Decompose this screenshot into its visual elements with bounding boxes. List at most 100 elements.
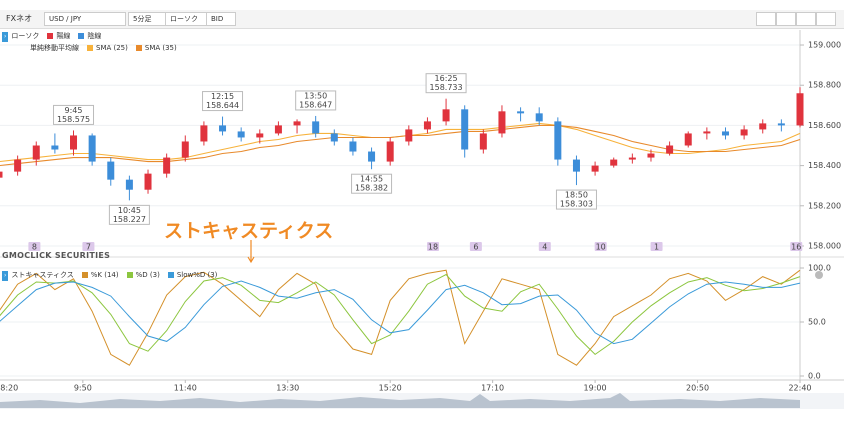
candle-body xyxy=(535,113,543,122)
candle-body xyxy=(32,145,40,160)
candle-body xyxy=(423,121,431,130)
legend-swatch xyxy=(78,33,85,39)
legend-title: 単純移動平均線 xyxy=(30,44,79,52)
legend-entry: %D (3) xyxy=(135,271,160,279)
candle-body xyxy=(330,133,338,142)
candle-body xyxy=(51,145,59,150)
callout-price: 158.382 xyxy=(355,184,388,193)
candle-body xyxy=(70,135,78,150)
tool-button[interactable] xyxy=(816,12,836,26)
candle-body xyxy=(368,151,376,162)
candle-body xyxy=(647,153,655,158)
event-label: 8 xyxy=(32,243,37,252)
candle-body xyxy=(461,109,469,150)
candle-body xyxy=(0,171,3,178)
y-tick-label: 158.600 xyxy=(808,121,841,130)
candle-body xyxy=(200,125,208,142)
candle-body xyxy=(144,173,152,190)
candle-body xyxy=(349,141,357,152)
legend-entry: Slow%D (3) xyxy=(176,271,218,279)
legend-entry: 陰線 xyxy=(87,32,102,40)
event-marker xyxy=(427,242,440,251)
candle-body xyxy=(591,165,599,172)
legend-entry: 陽線 xyxy=(56,32,71,40)
candle-body xyxy=(293,121,301,126)
legend-title: ストキャスティクス xyxy=(11,271,74,279)
candle-body xyxy=(88,135,96,162)
candle-body xyxy=(517,111,525,114)
candle-body xyxy=(312,121,320,134)
candle-legend: › ローソク 陽線 陰線 xyxy=(2,32,102,42)
candle-body xyxy=(498,111,506,134)
interval-select[interactable]: 5分足 xyxy=(128,12,166,26)
price-callout xyxy=(108,204,150,225)
callout-price: 158.575 xyxy=(57,115,90,124)
callout-time: 9:45 xyxy=(65,106,83,115)
event-label: 18 xyxy=(428,243,438,252)
legend-swatch xyxy=(135,45,142,51)
event-label: 16 xyxy=(791,243,801,252)
chart-kind-select[interactable]: ローソク xyxy=(165,12,207,26)
candle-body xyxy=(237,131,245,138)
candle-body xyxy=(274,125,282,134)
event-marker xyxy=(790,242,803,251)
side-select[interactable]: BID xyxy=(206,12,236,26)
callout-price: 158.303 xyxy=(560,200,593,209)
product-label: FXネオ xyxy=(6,14,33,23)
y-tick-label: 159.000 xyxy=(808,41,841,50)
event-label: 4 xyxy=(542,243,547,252)
stoch-legend: › ストキャスティクス %K (14) %D (3) Slow%D (3) xyxy=(2,271,218,281)
legend-swatch xyxy=(167,272,174,278)
callout-price: 158.644 xyxy=(206,101,239,110)
sma-legend: 単純移動平均線 SMA (25) SMA (35) xyxy=(30,43,177,53)
price-callout xyxy=(351,173,393,194)
x-tick-label: 22:40 xyxy=(788,384,811,393)
price-callout xyxy=(202,91,244,112)
legend-swatch xyxy=(126,272,133,278)
tool-button[interactable] xyxy=(756,12,776,26)
price-callout xyxy=(53,104,95,125)
candle-body xyxy=(405,129,413,142)
event-label: 6 xyxy=(473,243,478,252)
y-tick-label: 158.200 xyxy=(808,201,841,210)
legend-swatch xyxy=(47,33,54,39)
callout-text: ストキャスティクス xyxy=(164,220,334,242)
candle-body xyxy=(107,161,115,180)
x-tick-label: 20:50 xyxy=(686,384,709,393)
candle-body xyxy=(740,129,748,136)
x-tick-label: 13:30 xyxy=(276,384,299,393)
pair-select[interactable]: USD / JPY xyxy=(44,12,126,26)
x-tick-label: 7/15 8:20 xyxy=(0,384,18,393)
candle-body xyxy=(554,121,562,160)
candle-body xyxy=(442,109,450,122)
y-tick-label: 158.400 xyxy=(808,161,841,170)
stoch-line xyxy=(0,280,801,345)
event-marker xyxy=(82,242,95,251)
panel-button[interactable] xyxy=(815,271,823,279)
y-tick-label: 158.800 xyxy=(808,81,841,90)
legend-swatch xyxy=(81,272,88,278)
candle-body xyxy=(163,157,171,174)
price-callout xyxy=(295,90,337,111)
event-label: 1 xyxy=(654,243,659,252)
event-label: 7 xyxy=(86,243,91,252)
price-callout xyxy=(555,189,597,210)
tool-button[interactable] xyxy=(776,12,796,26)
callout-arrow-head xyxy=(247,256,255,264)
logo: GMOCLICK SECURITIES xyxy=(2,251,111,260)
y-tick-label: 0.0 xyxy=(808,372,821,381)
x-tick-label: 17:10 xyxy=(481,384,504,393)
event-marker xyxy=(469,242,482,251)
legend-swatch xyxy=(87,45,93,51)
x-tick-label: 15:20 xyxy=(379,384,402,393)
tool-button[interactable] xyxy=(796,12,816,26)
y-tick-label: 158.000 xyxy=(808,241,841,250)
event-label: 10 xyxy=(596,243,606,252)
candle-body xyxy=(666,145,674,154)
callout-price: 158.733 xyxy=(430,83,463,92)
candle-body xyxy=(628,157,636,160)
callout-time: 13:50 xyxy=(304,91,327,100)
callout-price: 158.647 xyxy=(299,100,332,109)
candle-body xyxy=(572,159,580,172)
